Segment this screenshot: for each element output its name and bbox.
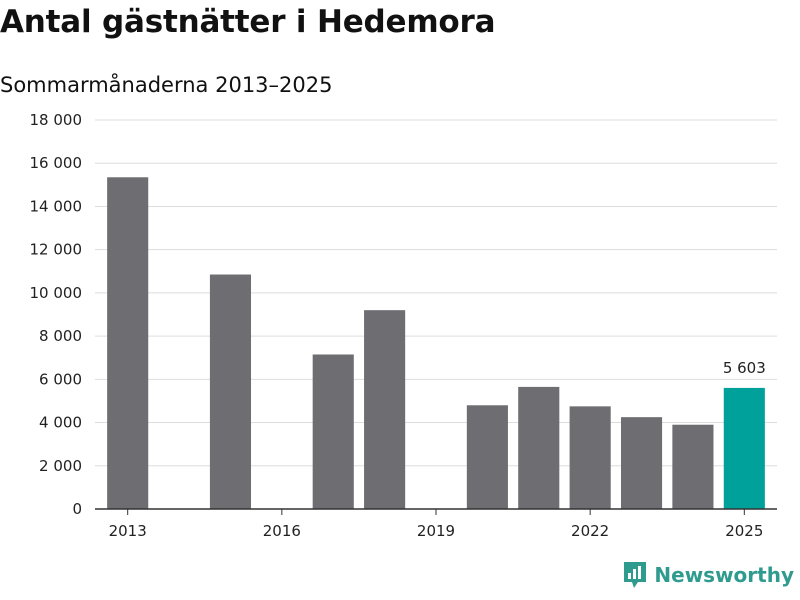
x-tick-label: 2013 <box>109 522 147 540</box>
brand-logo: Newsworthy <box>622 560 794 590</box>
bar <box>620 417 663 509</box>
bar <box>569 406 611 509</box>
brand-name: Newsworthy <box>654 563 794 587</box>
y-tick-label: 10 000 <box>30 284 83 302</box>
y-tick-label: 18 000 <box>30 111 83 129</box>
bar-chart: 0 2 000 4 000 6 000 8 000 10 000 12 000 14 000 1… <box>30 111 777 540</box>
y-tick-label: 16 000 <box>30 154 83 172</box>
bar <box>107 177 149 509</box>
bar <box>312 354 354 509</box>
bar <box>209 274 252 509</box>
y-tick-label: 14 000 <box>30 197 83 215</box>
x-tick-label: 2025 <box>725 522 763 540</box>
newsworthy-logo-icon <box>624 562 647 588</box>
bar <box>364 310 406 509</box>
chart-subtitle: Sommarmånaderna 2013–2025 <box>0 73 333 97</box>
y-tick-label: 8 000 <box>39 327 82 345</box>
x-axis-ticks: 2013 2016 2019 2022 2025 <box>109 509 763 540</box>
bar <box>466 405 508 509</box>
y-tick-label: 6 000 <box>39 370 82 388</box>
bar <box>518 386 560 509</box>
chart-title: Antal gästnätter i Hedemora <box>0 4 496 40</box>
data-labels: 5 603 <box>723 359 766 377</box>
y-tick-label: 2 000 <box>39 457 82 475</box>
y-tick-label: 4 000 <box>39 414 82 432</box>
data-label: 5 603 <box>723 359 766 377</box>
x-tick-label: 2022 <box>571 522 609 540</box>
gridlines <box>95 119 777 467</box>
y-tick-label: 12 000 <box>30 241 83 259</box>
x-tick-label: 2016 <box>263 522 301 540</box>
y-tick-label: 0 <box>72 500 82 518</box>
bars <box>107 177 765 509</box>
y-axis-ticks: 0 2 000 4 000 6 000 8 000 10 000 12 000 14 000 1… <box>30 111 83 518</box>
bar-highlight <box>723 387 765 509</box>
bar <box>672 424 714 509</box>
x-tick-label: 2019 <box>417 522 455 540</box>
